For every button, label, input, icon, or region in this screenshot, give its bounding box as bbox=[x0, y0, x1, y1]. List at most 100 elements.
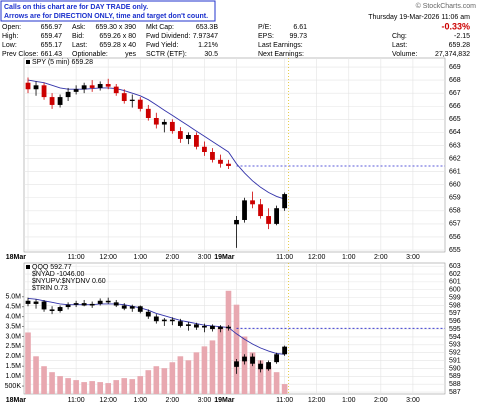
legend-label: $NYUPV:$NYDNV 0.60 bbox=[32, 278, 106, 285]
candle-body bbox=[266, 216, 271, 224]
candle-body bbox=[129, 306, 135, 309]
candle-body bbox=[202, 325, 207, 328]
stat-label: Bid: bbox=[72, 33, 84, 40]
x-tick-label: 1:00 bbox=[133, 397, 147, 404]
x-tick-label: 2:00 bbox=[166, 254, 180, 261]
candle-body bbox=[242, 200, 247, 220]
candle-body bbox=[266, 362, 271, 370]
x-tick-label: 11:00 bbox=[68, 254, 85, 261]
stat-value: 656.97 bbox=[41, 24, 63, 31]
candle-body bbox=[121, 305, 127, 309]
candle-body bbox=[185, 324, 191, 326]
y-tick-label: 595 bbox=[449, 326, 461, 333]
stat-value: 99.73 bbox=[289, 33, 307, 40]
y2-tick-label: 4.0M bbox=[5, 313, 21, 320]
volume-bar bbox=[145, 370, 152, 394]
candle-body bbox=[65, 304, 71, 308]
y-tick-label: 587 bbox=[449, 389, 461, 396]
y-tick-label: 660 bbox=[449, 182, 461, 189]
x-tick-label: 19Mar bbox=[214, 254, 235, 261]
candle-body bbox=[57, 97, 63, 105]
volume-bar bbox=[233, 304, 240, 394]
candle-body bbox=[41, 301, 47, 310]
moving-average bbox=[27, 297, 285, 355]
candle-body bbox=[105, 300, 111, 303]
candle-body bbox=[250, 356, 255, 364]
y-tick-label: 589 bbox=[449, 373, 461, 380]
stat-value: 659.28 bbox=[449, 42, 471, 49]
y-tick-label: 666 bbox=[449, 103, 461, 110]
candle-body bbox=[57, 307, 63, 311]
candle-body bbox=[33, 301, 39, 304]
candle-body bbox=[258, 204, 263, 217]
y-tick-label: 667 bbox=[449, 90, 461, 97]
candle-body bbox=[145, 311, 151, 317]
volume-bar bbox=[33, 356, 39, 394]
y-tick-label: 591 bbox=[449, 357, 461, 364]
candle-body bbox=[177, 321, 183, 326]
stat-label: Volume: bbox=[392, 51, 417, 58]
candle-body bbox=[161, 121, 167, 125]
volume-bar bbox=[105, 383, 112, 394]
stat-value: 661.43 bbox=[41, 51, 63, 58]
y-tick-label: 663 bbox=[449, 142, 461, 149]
candle-body bbox=[194, 324, 199, 328]
volume-bar bbox=[185, 360, 192, 394]
candle-body bbox=[65, 91, 71, 98]
y-tick-label: 657 bbox=[449, 221, 461, 228]
candle-body bbox=[49, 309, 55, 311]
x-tick-label: 3:00 bbox=[406, 397, 420, 404]
stat-label: Low: bbox=[2, 42, 17, 49]
y2-tick-label: 5.0M bbox=[5, 294, 21, 301]
volume-bar bbox=[193, 352, 200, 394]
candle-body bbox=[274, 354, 280, 363]
candle-body bbox=[25, 300, 31, 304]
volume-bar bbox=[65, 378, 71, 394]
volume-bar bbox=[225, 290, 232, 394]
candle-body bbox=[49, 97, 55, 105]
legend-swatch bbox=[26, 60, 30, 64]
candle-body bbox=[226, 326, 231, 329]
x-tick-label: 1:00 bbox=[342, 397, 356, 404]
notice-line: Arrows are for DIRECTION ONLY, time and … bbox=[4, 13, 208, 20]
stat-label: Chg: bbox=[392, 33, 407, 40]
stat-value: 6.61 bbox=[293, 24, 307, 31]
volume-bar bbox=[41, 366, 47, 394]
y-tick-label: 593 bbox=[449, 342, 461, 349]
legend-label: $TRIN 0.73 bbox=[32, 285, 68, 292]
volume-bar bbox=[89, 381, 95, 394]
stat-label: Last Earnings: bbox=[258, 42, 303, 49]
x-tick-label: 2:00 bbox=[166, 397, 180, 404]
y2-tick-label: 1.0M bbox=[5, 373, 21, 380]
volume-bar bbox=[153, 366, 160, 394]
copyright: © StockCharts.com bbox=[416, 2, 477, 10]
x-tick-label: 12:00 bbox=[99, 397, 117, 404]
candle-body bbox=[33, 85, 39, 90]
volume-bar bbox=[113, 380, 120, 394]
volume-bar bbox=[273, 372, 280, 394]
candle-body bbox=[97, 300, 103, 304]
candle-body bbox=[282, 194, 288, 209]
stat-value: 655.17 bbox=[41, 42, 63, 49]
x-tick-label: 12:00 bbox=[99, 254, 117, 261]
x-tick-label: 2:00 bbox=[374, 397, 388, 404]
y-tick-label: 594 bbox=[449, 334, 461, 341]
candle-body bbox=[258, 363, 263, 370]
y-tick-label: 592 bbox=[449, 350, 461, 357]
y-tick-label: 596 bbox=[449, 318, 461, 325]
y-tick-label: 590 bbox=[449, 365, 461, 372]
y-tick-label: 659 bbox=[449, 195, 461, 202]
volume-bar bbox=[177, 356, 184, 394]
volume-bar bbox=[217, 326, 224, 394]
candle-body bbox=[274, 208, 280, 224]
x-tick-label: 2:00 bbox=[374, 254, 388, 261]
volume-bar bbox=[81, 382, 87, 394]
candle-body bbox=[113, 86, 119, 94]
x-tick-label: 3:00 bbox=[198, 254, 212, 261]
y-tick-label: 669 bbox=[449, 64, 461, 71]
y-tick-label: 661 bbox=[449, 168, 461, 175]
x-tick-label: 19Mar bbox=[214, 397, 235, 404]
candle-body bbox=[210, 325, 215, 330]
stat-label: Optionable: bbox=[72, 51, 108, 58]
x-tick-label: 18Mar bbox=[6, 397, 27, 404]
